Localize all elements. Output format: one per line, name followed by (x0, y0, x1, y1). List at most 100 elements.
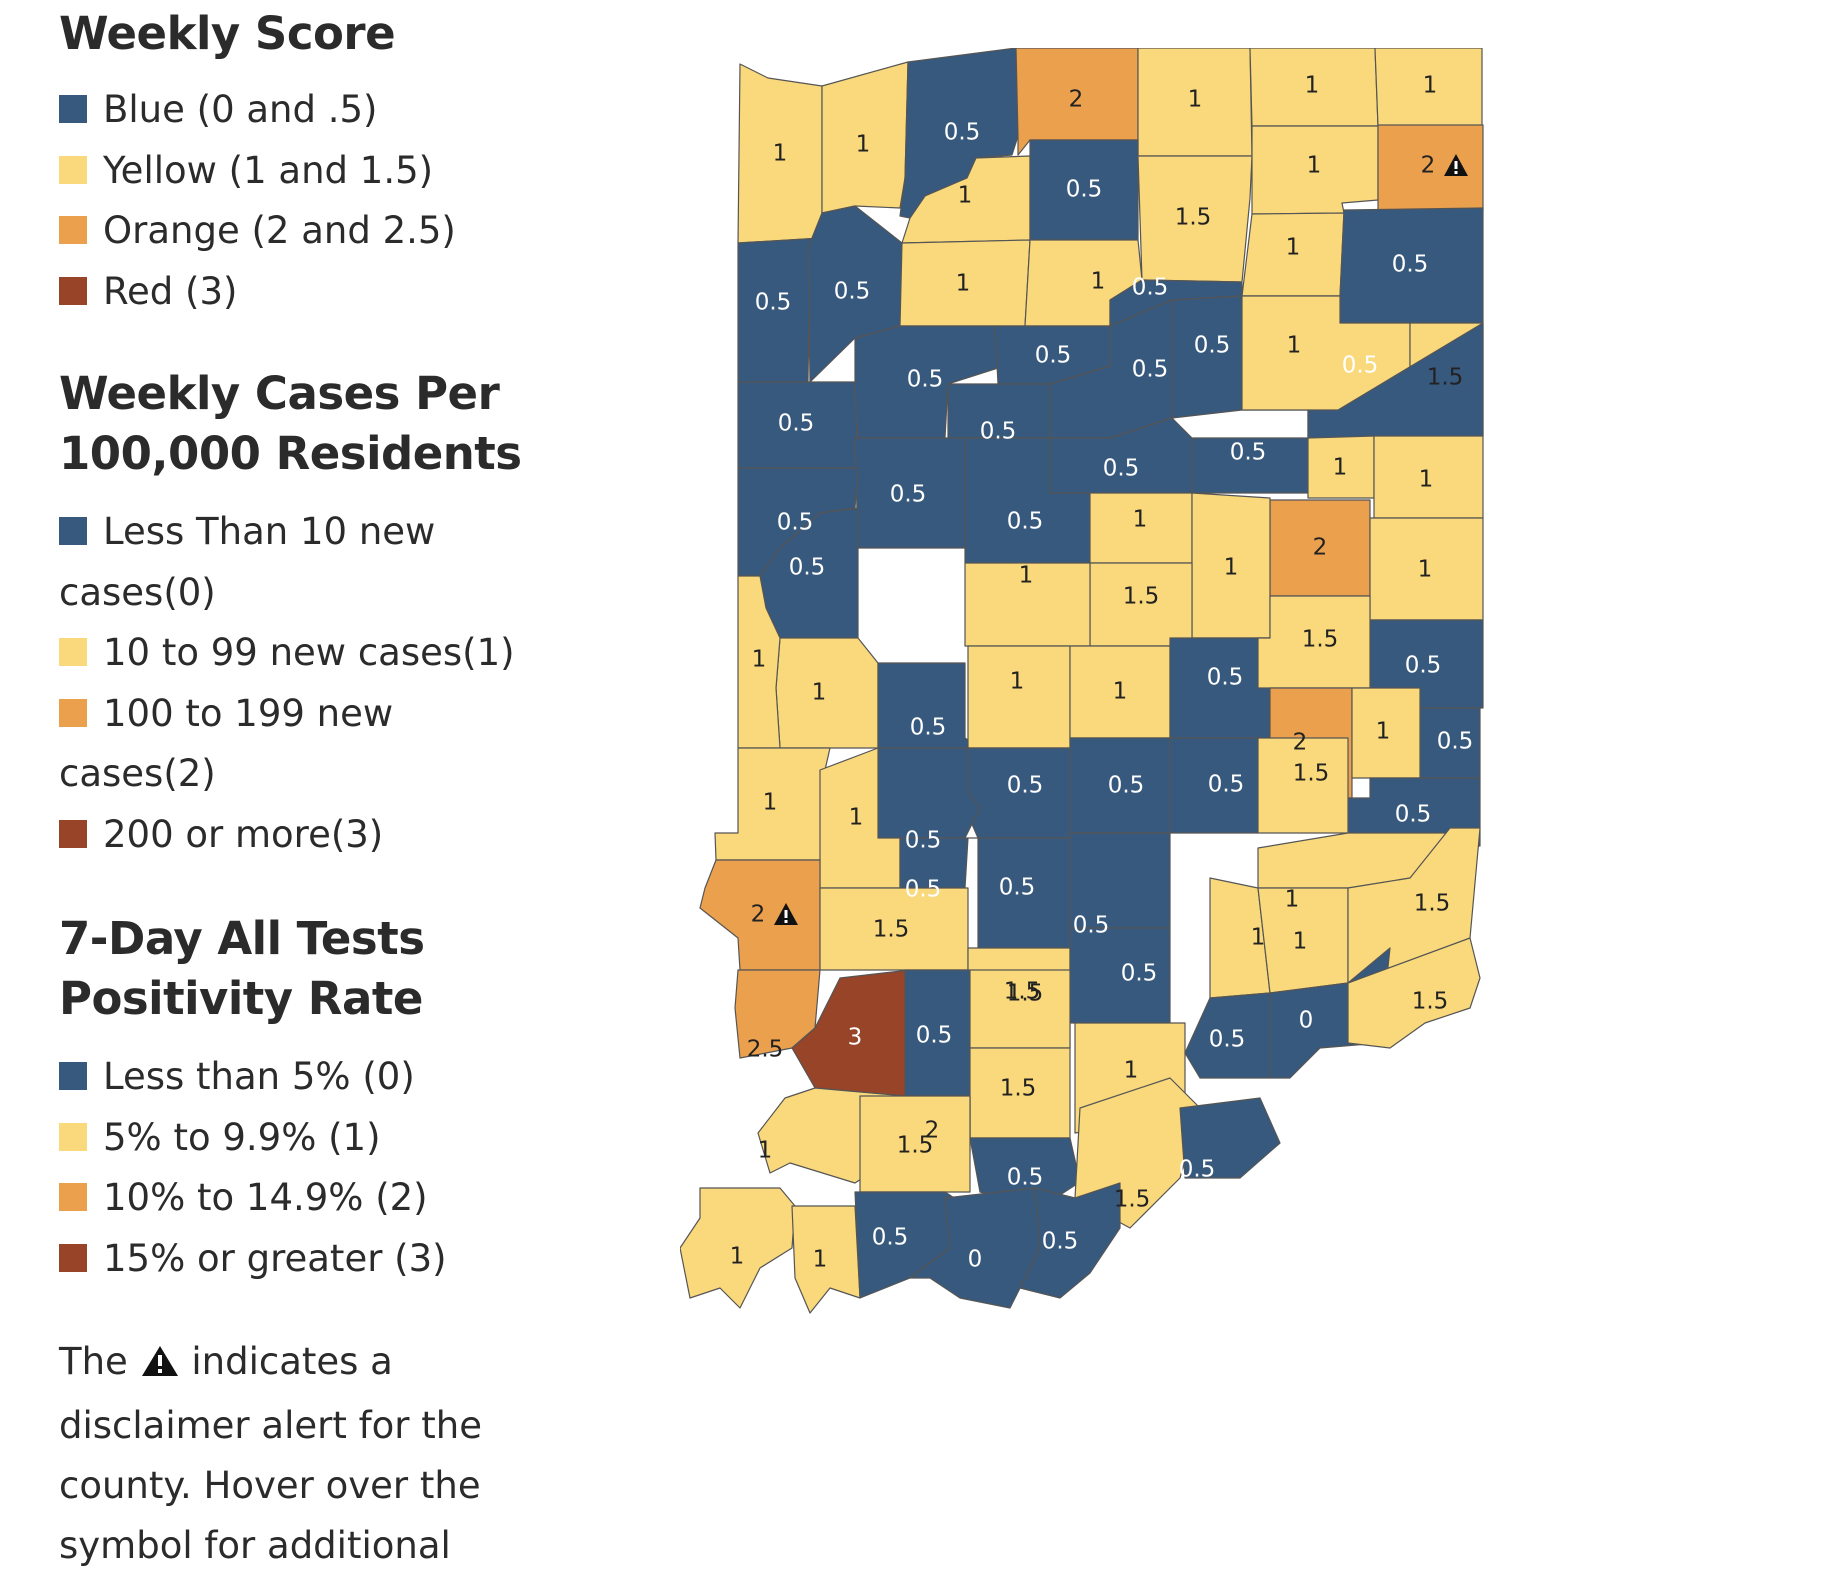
legend-label: 10 to 99 new cases(1) (103, 631, 515, 674)
county-score-label: 0.5 (1066, 177, 1103, 203)
county-score-label: 0 (968, 1247, 983, 1273)
county-score-label: 0.5 (910, 715, 947, 741)
county-score-label: 0.5 (916, 1023, 953, 1049)
note-text: indicates a (191, 1340, 393, 1383)
county-region[interactable] (899, 837, 981, 889)
county-region[interactable] (775, 637, 879, 749)
legend-item-orange: 100 to 199 new cases(2) (59, 684, 522, 805)
county-score-label: 1 (856, 132, 871, 158)
legend-label: 200 or more(3) (103, 812, 384, 856)
legend-item-yellow: 10 to 99 new cases(1) (59, 623, 522, 684)
county-score-label: 0.5 (905, 828, 942, 854)
county-score-label: 1 (1423, 73, 1438, 99)
county-region[interactable] (1184, 992, 1271, 1079)
title-line: 7-Day All Tests (59, 912, 425, 965)
county-score-label: 0.5 (789, 555, 826, 581)
county-score-label: 1 (1287, 333, 1302, 359)
county-score-label: 0.5 (1207, 665, 1244, 691)
county-score-label: 1 (1418, 557, 1433, 583)
county-score-label: 1 (1286, 235, 1301, 261)
disclaimer-note: The indicates a disclaimer alert for the… (59, 1332, 499, 1576)
legend-label: cases(2) (59, 752, 216, 795)
county-score-label: 1.5 (1123, 584, 1160, 610)
legend-item-red: Red (3) (59, 262, 456, 323)
indiana-county-map: 1 1 0.5 2 1 1 1 1 0.5 1.5 1 2 1 0.5 0.5 0.5 1 1 0.5 0.5 0.5 0… (680, 48, 1484, 1314)
title-line: Positivity Rate (59, 972, 423, 1025)
county-score-label: 1 (1307, 153, 1322, 179)
county-score-label: 1.5 (1427, 365, 1464, 391)
county-region[interactable] (1257, 595, 1371, 689)
county-score-label: 1 (1010, 669, 1025, 695)
blue-swatch (59, 1062, 87, 1090)
legend-item-blue: Blue (0 and .5) (59, 80, 456, 141)
county-score-label: 1 (763, 790, 778, 816)
note-text: The (59, 1340, 128, 1383)
legend-label: 15% or greater (3) (103, 1236, 447, 1280)
yellow-swatch (59, 155, 87, 184)
legend-item-orange: 10% to 14.9% (2) (59, 1168, 447, 1229)
county-score-label: 1 (1091, 269, 1106, 295)
county-region[interactable] (1179, 1097, 1281, 1179)
county-score-label: 1.5 (1114, 1187, 1151, 1213)
positivity-title: 7-Day All Tests Positivity Rate (59, 909, 447, 1029)
legend-label: 10% to 14.9% (2) (103, 1176, 428, 1219)
blue-swatch (59, 517, 87, 545)
county-score-label: 1.5 (873, 917, 910, 943)
county-layer (680, 48, 1484, 1314)
county-score-label: 0.5 (777, 510, 814, 536)
county-score-label: 1 (1285, 887, 1300, 913)
warning-triangle-icon[interactable] (140, 1336, 180, 1396)
county-score-label: 1 (812, 680, 827, 706)
legend-label: cases(0) (59, 570, 216, 614)
county-score-label: 1 (730, 1244, 745, 1270)
positivity-legend: 7-Day All Tests Positivity Rate Less than… (59, 909, 447, 1289)
county-score-label: 0.5 (1230, 440, 1267, 466)
county-region[interactable] (1347, 937, 1481, 1049)
county-label-layer: 1 1 0.5 2 1 1 1 1 0.5 1.5 1 2 1 0.5 0.5 0.5 1 1 0.5 0.5 0.5 0… (730, 73, 1474, 1273)
county-score-label: 2 (1313, 535, 1328, 561)
county-score-label: 1 (752, 647, 767, 673)
warning-triangle-icon[interactable] (774, 903, 798, 925)
county-score-label: 0.5 (1132, 357, 1169, 383)
county-region[interactable] (967, 645, 1071, 749)
county-score-label: 1 (1305, 73, 1320, 99)
county-score-label: 2 (751, 902, 766, 928)
warning-triangle-icon[interactable] (1444, 154, 1468, 176)
county-region[interactable] (680, 1187, 796, 1309)
county-score-label: 1 (1224, 555, 1239, 581)
county-score-label: 3 (848, 1025, 863, 1051)
county-region[interactable] (699, 859, 821, 971)
county-region[interactable] (859, 1095, 971, 1193)
note-text: county. Hover over the (59, 1464, 481, 1507)
county-region[interactable] (1019, 1182, 1121, 1299)
county-score-label: 1 (773, 141, 788, 167)
county-score-label: 2 (1293, 730, 1308, 756)
county-region[interactable] (1137, 155, 1253, 283)
yellow-swatch (59, 638, 87, 666)
county-score-label: 1.5 (1004, 979, 1041, 1005)
title-line: Weekly Cases Per (59, 367, 500, 420)
county-score-label: 1.5 (1007, 981, 1044, 1007)
legend-item-blue: Less Than 10 new cases(0) (59, 502, 522, 623)
legend-label: Less than 5% (0) (103, 1055, 415, 1098)
county-score-label: 0 (1299, 1008, 1314, 1034)
county-score-label: 1.5 (1175, 205, 1212, 231)
county-score-label: 0.5 (1035, 343, 1072, 369)
county-region[interactable] (791, 1205, 861, 1314)
county-score-label: 0.5 (1437, 729, 1474, 755)
legend-label: Blue (0 and .5) (103, 88, 378, 131)
county-score-label: 1 (1133, 507, 1148, 533)
county-score-label: 1 (956, 271, 971, 297)
county-score-label: 0.5 (1132, 275, 1169, 301)
county-score-label: 0.5 (890, 482, 927, 508)
title-line: 100,000 Residents (59, 427, 522, 480)
county-score-label: 1 (1188, 87, 1203, 113)
orange-swatch (59, 698, 87, 727)
county-score-label: 0.5 (1042, 1229, 1079, 1255)
county-score-label: 2 (1421, 153, 1436, 179)
county-region[interactable] (877, 747, 981, 839)
county-score-label: 1 (849, 805, 864, 831)
county-score-label: 1 (1293, 929, 1308, 955)
county-score-label: 2.5 (747, 1037, 784, 1063)
county-score-label: 2 (1069, 87, 1084, 113)
